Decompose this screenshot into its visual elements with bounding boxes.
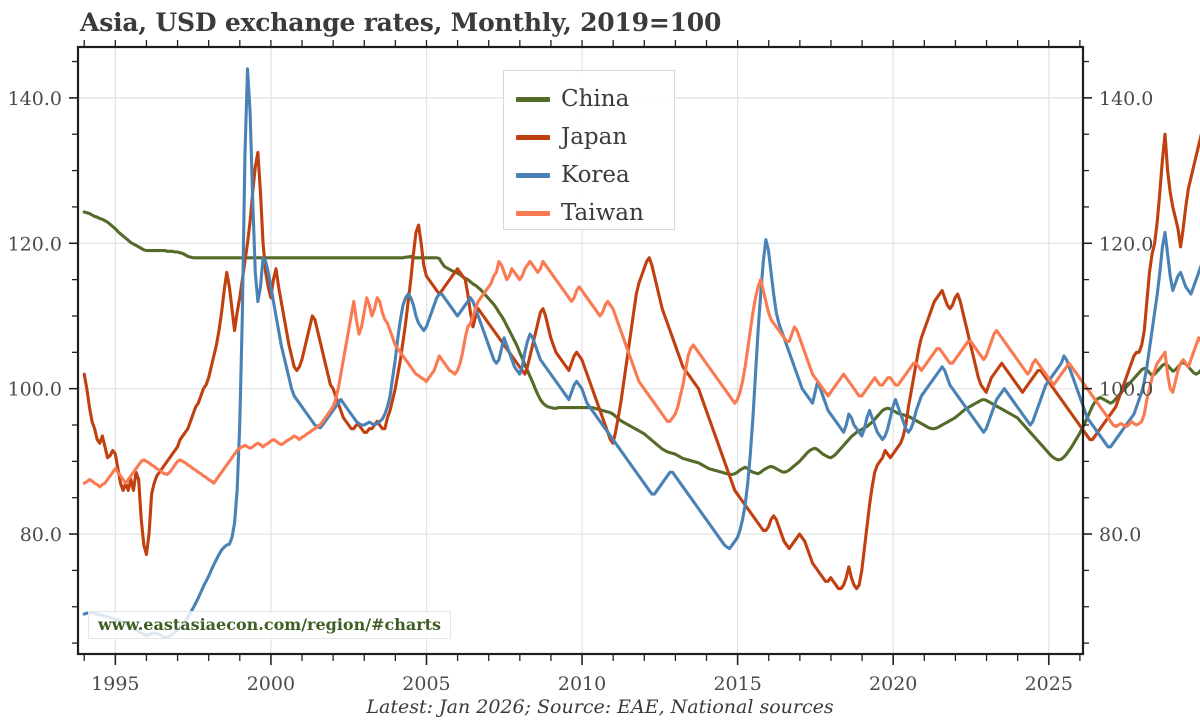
legend-swatch-china [516,96,550,102]
legend: China Japan Korea Taiwan [503,70,675,230]
legend-swatch-taiwan [516,210,550,216]
watermark-link[interactable]: www.eastasiaecon.com/region/#charts [88,611,452,639]
y-axis-label-left: 120.0 [8,233,62,255]
legend-label-korea: Korea [561,161,630,188]
x-axis-label: 2020 [869,673,917,695]
source-note: Latest: Jan 2026; Source: EAE, National … [366,696,834,718]
legend-label-china: China [561,85,630,112]
legend-item-japan[interactable]: Japan [516,118,662,156]
legend-swatch-korea [516,172,550,178]
y-axis-label-left: 100.0 [8,379,62,401]
legend-item-korea[interactable]: Korea [516,156,662,194]
x-axis-label: 2005 [402,673,450,695]
y-axis-label-left: 140.0 [8,88,62,110]
y-axis-label-right: 120.0 [1099,233,1153,255]
y-axis-label-right: 80.0 [1099,524,1141,546]
y-axis-label-right: 100.0 [1099,379,1153,401]
y-axis-label-left: 80.0 [20,524,62,546]
x-axis-label: 2015 [713,673,761,695]
y-axis-label-right: 140.0 [1099,88,1153,110]
legend-label-taiwan: Taiwan [561,199,644,226]
legend-item-china[interactable]: China [516,80,662,118]
x-axis-label: 2025 [1025,673,1073,695]
x-axis-label: 2010 [558,673,606,695]
x-axis-label: 1995 [91,673,139,695]
legend-item-taiwan[interactable]: Taiwan [516,194,662,232]
x-axis-label: 2000 [247,673,295,695]
legend-swatch-japan [516,134,550,140]
page-title: Asia, USD exchange rates, Monthly, 2019=… [80,8,722,37]
legend-label-japan: Japan [561,123,628,150]
